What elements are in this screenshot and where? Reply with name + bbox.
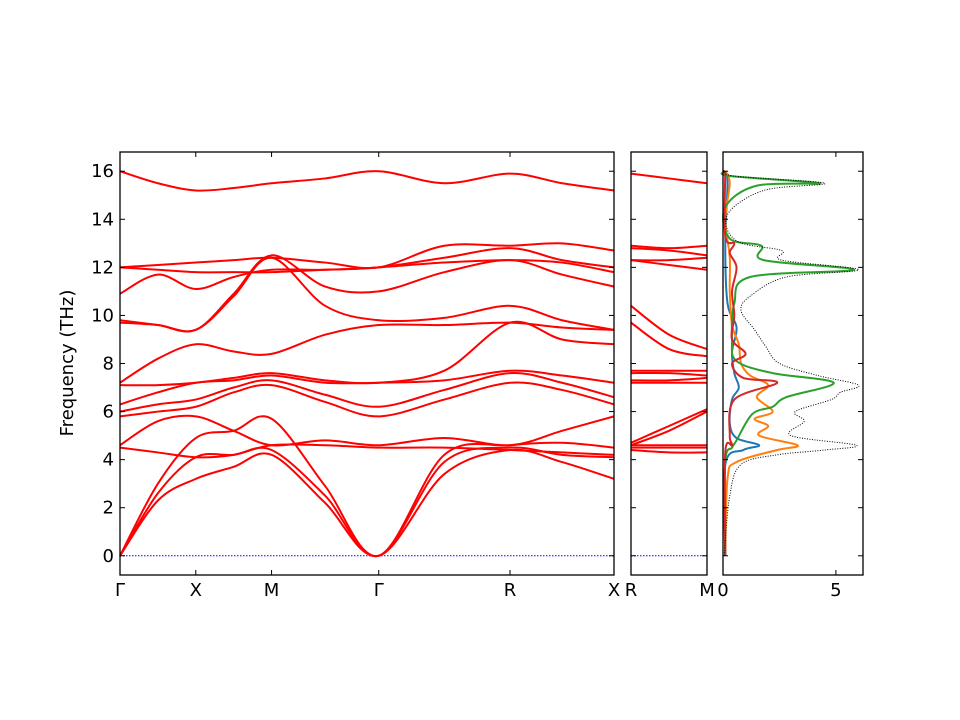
x-tick-label: R — [504, 580, 517, 601]
band-line — [119, 448, 615, 557]
band-line — [630, 376, 708, 382]
dos-curve — [723, 168, 860, 556]
x-tick-label: R — [625, 580, 638, 601]
dos-curve — [720, 170, 855, 556]
band-line — [119, 415, 615, 557]
band-line — [119, 242, 615, 270]
y-tick-label: 16 — [91, 161, 114, 182]
band-line — [119, 446, 615, 557]
band-line — [119, 254, 615, 333]
axes-frame-main — [119, 151, 615, 576]
band-line — [630, 247, 708, 257]
bands-main — [119, 170, 615, 557]
axes-frame-dos — [722, 151, 864, 576]
y-tick-label: 10 — [91, 305, 114, 326]
x-tick-label: Γ — [374, 580, 384, 601]
x-tick-label: Γ — [115, 580, 125, 601]
x-tick-label: 0 — [717, 580, 728, 601]
y-tick-label: 8 — [103, 354, 114, 375]
band-line — [119, 443, 615, 459]
x-tick-label: X — [190, 580, 202, 601]
band-line — [119, 247, 615, 274]
band-line — [630, 408, 708, 444]
band-line — [119, 414, 615, 447]
band-line — [630, 371, 708, 377]
band-line — [119, 170, 615, 192]
band-line — [630, 305, 708, 351]
band-line — [630, 449, 708, 454]
axes-frame-rm — [630, 151, 708, 576]
band-line — [630, 321, 708, 358]
band-line — [630, 172, 708, 185]
x-tick-label: M — [264, 580, 280, 601]
band-line — [630, 410, 708, 447]
y-tick-label: 0 — [103, 546, 114, 567]
band-line — [119, 321, 615, 384]
y-tick-label: 14 — [91, 209, 114, 230]
band-line — [119, 372, 615, 413]
y-tick-label: 6 — [103, 402, 114, 423]
dos-curve — [723, 171, 779, 556]
panel-band-structure: Γ X M Γ R X 0 2 4 6 8 10 12 14 16 — [91, 151, 620, 601]
band-line — [119, 381, 615, 418]
dos-curve — [722, 170, 761, 556]
y-tick-label: 4 — [103, 450, 114, 471]
y-tick-label: 2 — [103, 498, 114, 519]
y-axis-label: Frequency (THz) — [57, 290, 78, 437]
x-tick-label: 5 — [830, 580, 841, 601]
x-tick-label: M — [699, 580, 715, 601]
band-line — [630, 256, 708, 262]
band-line — [630, 259, 708, 271]
band-line — [119, 259, 615, 295]
y-tick-label: 12 — [91, 257, 114, 278]
x-tick-label: X — [608, 580, 620, 601]
bands-rm — [630, 172, 708, 454]
band-line — [630, 244, 708, 250]
dos-curve — [724, 170, 799, 556]
band-line — [119, 369, 615, 406]
